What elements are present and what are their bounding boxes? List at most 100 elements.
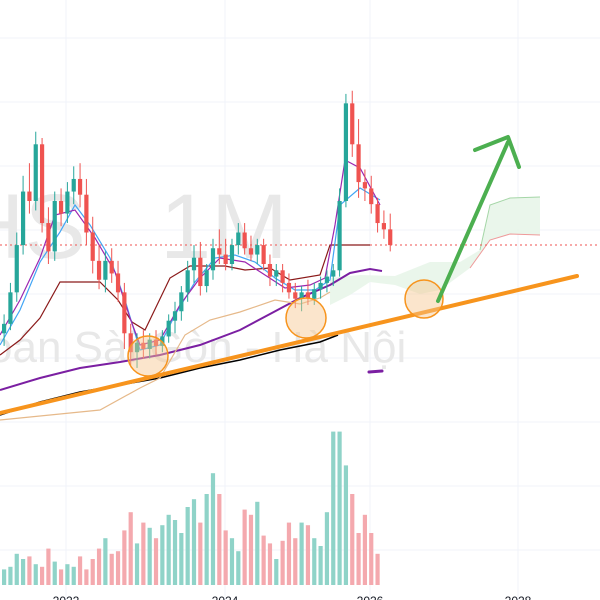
candle-body — [318, 282, 323, 290]
candle — [65, 182, 70, 224]
candle-body — [223, 254, 228, 264]
volume-bar — [52, 561, 57, 585]
volume-bar — [331, 431, 336, 585]
candle-body — [217, 248, 222, 255]
candle-body — [153, 339, 159, 346]
candle — [210, 238, 216, 280]
candle-body — [324, 276, 330, 283]
candle-body — [20, 191, 26, 246]
candle-body — [96, 260, 102, 280]
volume-bar — [337, 431, 342, 585]
trendline[interactable] — [0, 274, 579, 415]
purple-marker — [367, 369, 384, 374]
candle — [33, 131, 38, 211]
volume-bar — [77, 556, 83, 585]
candle — [147, 333, 152, 359]
trendline-touch-circle[interactable] — [404, 279, 444, 319]
candle-body — [198, 257, 203, 287]
candle-body — [369, 188, 374, 205]
x-tick-label: 2022 — [53, 594, 80, 600]
volume-bar — [90, 559, 95, 585]
candle-body — [128, 333, 133, 353]
candle-body — [103, 260, 108, 280]
volume-bar — [96, 548, 102, 585]
volume-bar — [286, 522, 292, 585]
projection-arrow-shaft[interactable] — [436, 140, 510, 303]
candle-body — [14, 245, 19, 293]
volume-bar — [223, 530, 228, 585]
candle-body — [8, 292, 13, 324]
candle — [115, 260, 121, 302]
candle — [58, 188, 64, 227]
volume-bar — [71, 566, 76, 585]
trendline-touch-circle[interactable] — [127, 335, 169, 377]
candle-body — [77, 178, 83, 195]
candle — [356, 119, 361, 198]
candle-body — [134, 342, 140, 353]
candle-body — [191, 257, 197, 271]
volume-bar — [375, 553, 380, 585]
candle — [109, 248, 114, 283]
volume-bar — [267, 543, 273, 585]
volume-bar — [350, 494, 355, 585]
candle — [185, 260, 190, 302]
volume-bar — [185, 507, 190, 585]
candle-body — [375, 204, 380, 224]
candle — [305, 279, 311, 305]
volume-bar — [20, 559, 26, 585]
candle — [166, 314, 171, 343]
candle — [337, 188, 342, 277]
candle-body — [115, 273, 121, 293]
candle-body — [172, 311, 178, 321]
volume-bar — [280, 540, 285, 585]
candle — [204, 264, 209, 293]
candle — [312, 282, 317, 305]
candle-body — [122, 292, 127, 334]
candle-body — [65, 191, 70, 214]
candle — [388, 213, 393, 252]
volume-bar — [293, 538, 298, 585]
volume-bar — [343, 465, 349, 585]
candle-body — [46, 223, 51, 252]
volume-bar — [141, 522, 146, 585]
candle-body — [280, 270, 285, 283]
volume-bar — [312, 538, 317, 585]
volume-bar — [58, 569, 64, 585]
volume-bar — [356, 533, 361, 585]
candle — [2, 314, 7, 346]
volume-bar — [33, 564, 38, 585]
candle — [331, 264, 336, 287]
candle-body — [343, 103, 349, 201]
volume-bar — [242, 509, 247, 585]
candle-body — [255, 245, 260, 255]
candle-body — [210, 248, 216, 271]
volume-bar — [274, 559, 279, 585]
volume-bar — [362, 514, 368, 585]
candle — [8, 282, 13, 331]
candle — [14, 232, 19, 302]
candle — [293, 282, 298, 309]
candle — [191, 245, 197, 283]
volume-bar — [14, 553, 19, 585]
candle — [90, 216, 95, 274]
candle — [172, 301, 178, 334]
candle-body — [267, 264, 273, 277]
candle-body — [293, 292, 298, 299]
projection-arrow-head[interactable] — [473, 135, 521, 169]
trendline-touch-circle[interactable] — [285, 297, 327, 339]
volume-bar — [2, 569, 7, 585]
candle — [236, 223, 241, 255]
volume-bar — [134, 543, 140, 585]
candle — [153, 330, 159, 356]
candles — [2, 90, 393, 368]
candle — [198, 241, 203, 296]
candle — [381, 210, 386, 239]
volume-bar — [236, 551, 241, 585]
volume-bar — [27, 556, 32, 585]
candle-body — [90, 232, 95, 261]
candle-body — [337, 201, 342, 271]
candle-body — [39, 144, 45, 224]
candle — [103, 251, 108, 293]
candle-body — [109, 260, 114, 274]
